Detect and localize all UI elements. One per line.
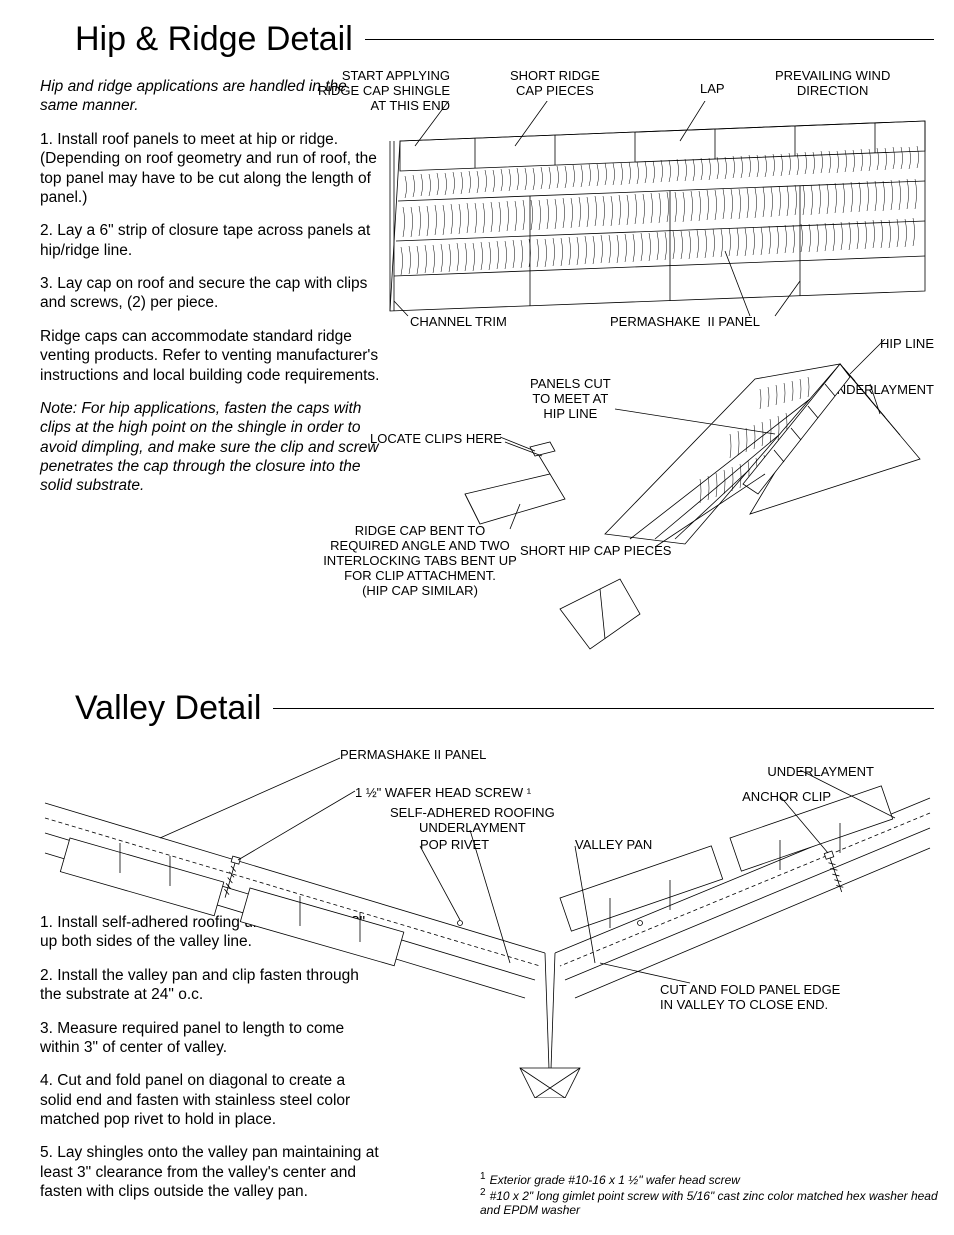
title-rule [365,39,934,40]
hip-ridge-title-text: Hip & Ridge Detail [75,20,353,59]
callout-wind: PREVAILING WIND DIRECTION [775,69,890,99]
footnotes: 1Exterior grade #10-16 x 1 ½" wafer head… [480,1171,954,1217]
hip-diagram-area: START APPLYING RIDGE CAP SHINGLE AT THIS… [380,59,934,659]
valley-step-5: 5. Lay shingles onto the valley pan main… [40,1143,380,1201]
footnote-1-text: Exterior grade #10-16 x 1 ½" wafer head … [490,1173,740,1187]
callout-channel-trim: CHANNEL TRIM [410,315,507,330]
hip-note: Note: For hip applications, fasten the c… [40,399,380,496]
valley-diagram-area: PERMASHAKE II PANEL 1 ½" WAFER HEAD SCRE… [40,748,934,1098]
valley-section: Valley Detail PERMASHAKE II PANEL 1 ½" W… [40,689,934,1216]
hip-ridge-title: Hip & Ridge Detail [75,20,934,59]
document-page: Hip & Ridge Detail Hip and ridge applica… [0,0,954,1235]
footnote-2-text: #10 x 2" long gimlet point screw with 5/… [480,1189,938,1217]
valley-diagram-icon [40,748,934,1098]
hip-diagram-icon [380,339,935,659]
hip-text-column: Hip and ridge applications are handled i… [40,59,380,510]
ridge-diagram-icon [380,101,935,331]
footnote-1: 1Exterior grade #10-16 x 1 ½" wafer head… [480,1171,954,1187]
footnote-2: 2#10 x 2" long gimlet point screw with 5… [480,1187,954,1217]
hip-step-3: 3. Lay cap on roof and secure the cap wi… [40,274,380,313]
callout-panel: PERMASHAKE II PANEL [610,315,760,330]
hip-para: Ridge caps can accommodate standard ridg… [40,327,380,385]
hip-step-2: 2. Lay a 6" strip of closure tape across… [40,221,380,260]
callout-short-ridge: SHORT RIDGE CAP PIECES [510,69,600,99]
hip-step-1: 1. Install roof panels to meet at hip or… [40,130,380,208]
valley-title-text: Valley Detail [75,689,261,728]
title-rule [273,708,934,709]
callout-lap: LAP [700,82,725,97]
valley-title: Valley Detail [75,689,934,728]
hip-ridge-section: Hip and ridge applications are handled i… [40,59,934,659]
